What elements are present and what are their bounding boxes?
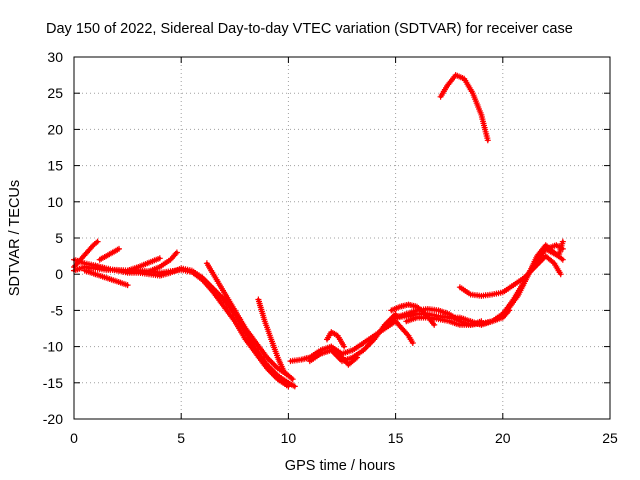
x-axis: 0 5 10 15 20 25	[70, 57, 618, 446]
series-trace	[72, 265, 290, 388]
y-tick-label: -15	[43, 375, 63, 391]
x-axis-title: GPS time / hours	[285, 458, 395, 474]
y-tick-label: 15	[47, 158, 63, 174]
x-tick-label: 0	[70, 430, 78, 446]
series-markers	[392, 318, 416, 346]
x-tick-label: 20	[495, 430, 511, 446]
series-markers	[71, 264, 292, 390]
series-track-9	[81, 267, 131, 289]
series-markers	[146, 249, 180, 275]
series-markers	[81, 267, 131, 289]
series-markers	[388, 301, 438, 328]
y-tick-label: -20	[43, 411, 63, 427]
series-markers	[203, 260, 292, 379]
series-track-17	[392, 318, 416, 346]
x-tick-label: 10	[281, 430, 297, 446]
series-track-23	[456, 274, 528, 299]
series-markers	[255, 296, 296, 383]
data-series	[71, 72, 566, 390]
grid	[74, 57, 610, 419]
series-markers	[328, 343, 360, 368]
series-track-18	[388, 301, 438, 328]
series-track-13	[328, 343, 360, 368]
series-track-16	[403, 314, 485, 328]
y-tick-label: 20	[47, 121, 63, 137]
x-tick-label: 5	[177, 430, 185, 446]
series-track-11	[306, 311, 399, 365]
series-track-22	[525, 238, 566, 278]
series-markers	[306, 311, 399, 365]
y-tick-label: 5	[55, 230, 63, 246]
x-tick-label: 15	[388, 430, 404, 446]
series-markers	[437, 72, 491, 144]
y-tick-label: 0	[55, 266, 63, 282]
y-axis-title: SDTVAR / TECUs	[7, 180, 23, 296]
series-track-7	[124, 255, 163, 274]
series-track-12	[324, 329, 348, 350]
series-track-24	[437, 72, 491, 144]
series-track-8	[146, 249, 180, 275]
series-markers	[124, 255, 163, 274]
series-markers	[525, 238, 566, 278]
x-tick-label: 25	[602, 430, 618, 446]
series-markers	[96, 245, 122, 263]
y-tick-label: -5	[51, 302, 64, 318]
series-track-2	[71, 264, 292, 390]
y-tick-label: 25	[47, 85, 63, 101]
series-markers	[324, 329, 348, 350]
y-tick-label: 30	[47, 49, 63, 65]
y-tick-label: -10	[43, 339, 63, 355]
series-track-6	[96, 245, 122, 263]
series-markers	[456, 274, 528, 299]
y-tick-label: 10	[47, 194, 63, 210]
series-track-4	[255, 296, 296, 383]
chart-title: Day 150 of 2022, Sidereal Day-to-day VTE…	[46, 21, 573, 37]
y-axis: -20 -15 -10 -5 0 5 10 15 20 25 30	[43, 49, 610, 427]
series-track-3	[203, 260, 292, 379]
